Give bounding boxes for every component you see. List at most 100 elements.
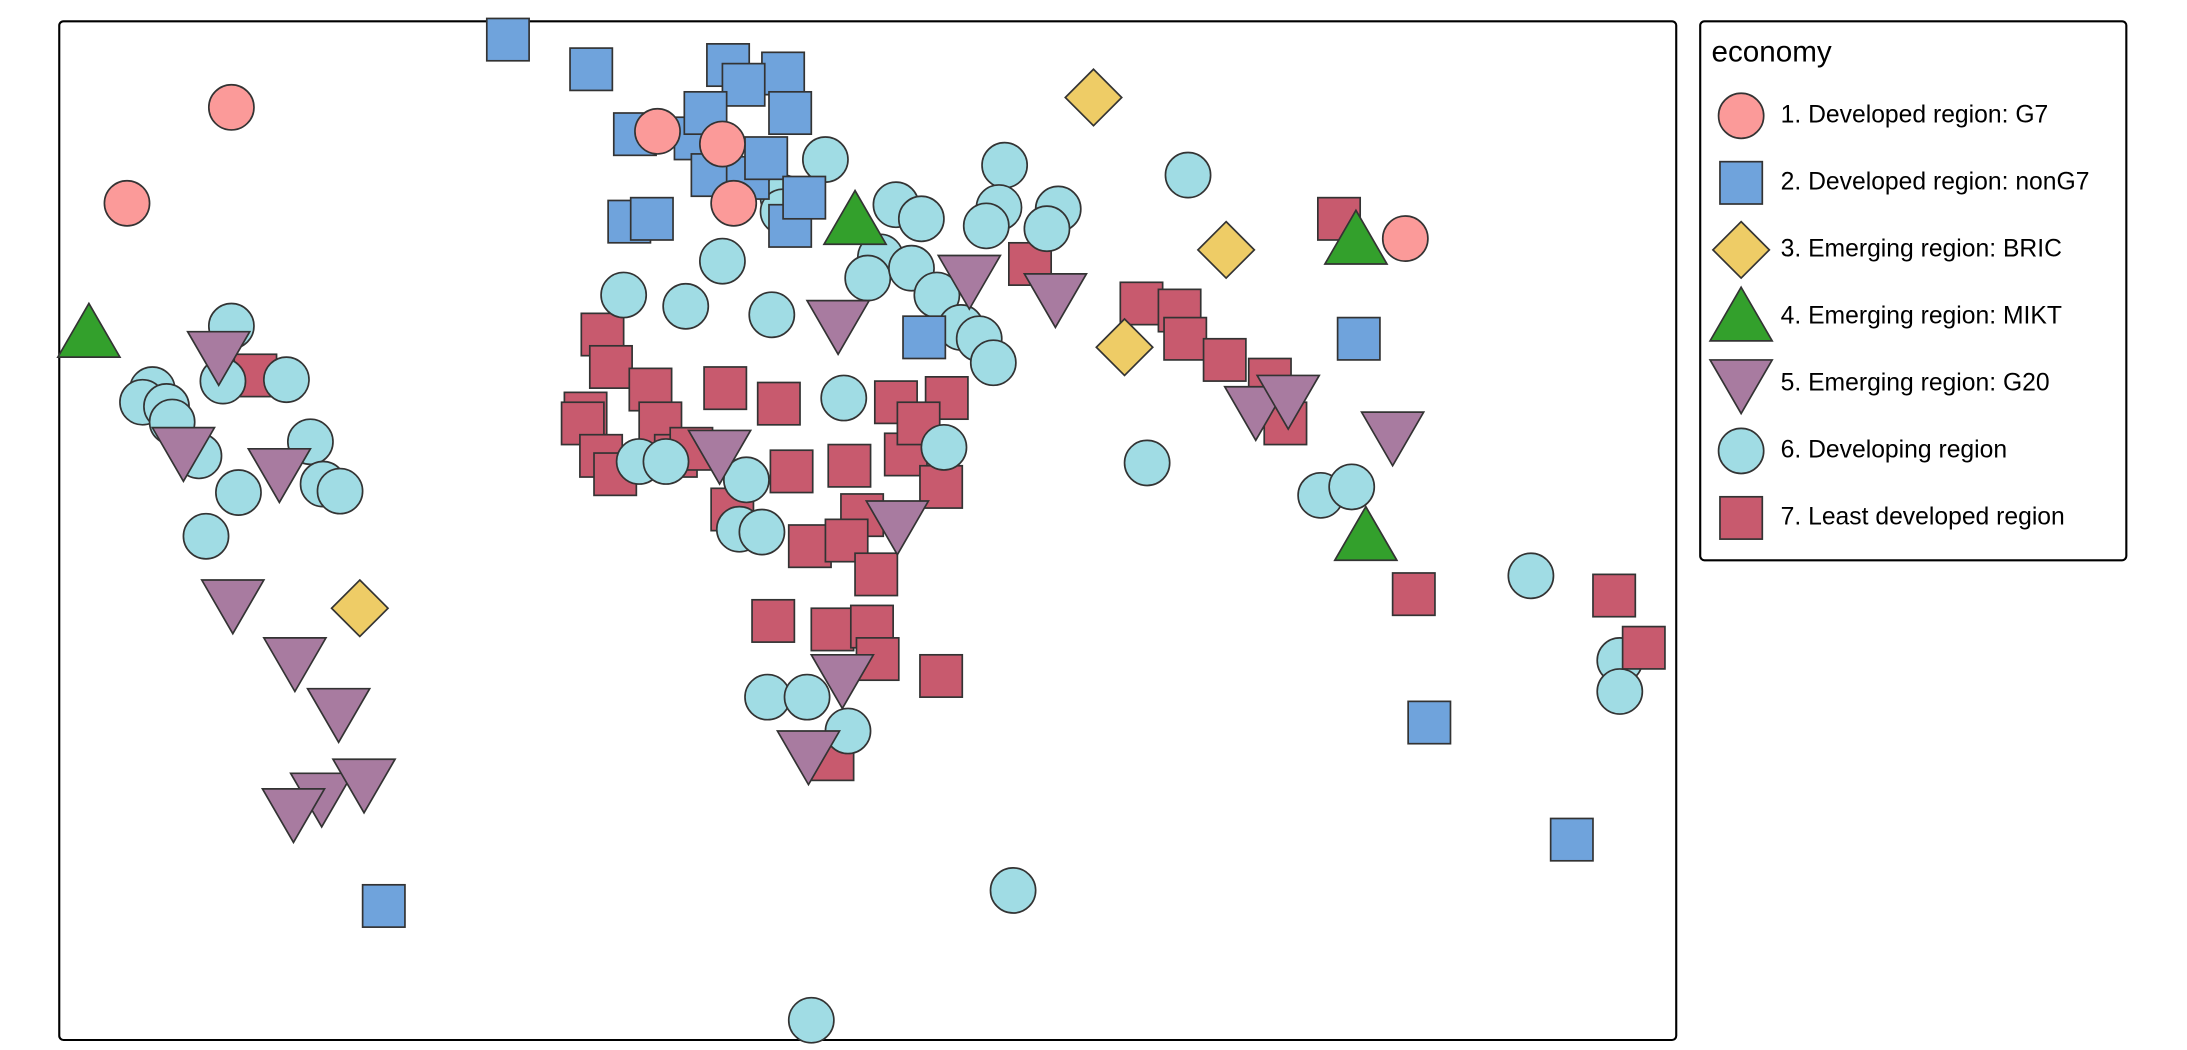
country-symbol: [262, 637, 328, 694]
country-symbol: [775, 730, 841, 787]
country-symbol: [330, 578, 390, 638]
country-symbol: [1202, 337, 1247, 382]
legend-symbol: [1717, 427, 1765, 475]
country-symbol: [989, 867, 1037, 914]
country-symbol: [687, 429, 753, 486]
country-symbol: [361, 883, 406, 928]
country-symbol: [822, 188, 888, 246]
legend-label: 6. Developing region: [1781, 436, 2007, 463]
country-symbol: [485, 17, 530, 62]
country-symbol: [761, 51, 806, 96]
country-symbol: [260, 788, 326, 845]
country-symbol: [919, 653, 964, 698]
country-symbol: [1323, 208, 1389, 265]
country-symbol: [306, 687, 372, 744]
country-symbol: [316, 467, 364, 515]
country-symbol: [981, 141, 1029, 189]
country-symbol: [1333, 504, 1399, 562]
country-symbol: [1507, 552, 1555, 600]
country-symbol: [902, 315, 947, 360]
country-symbol: [768, 90, 813, 136]
country-symbol: [783, 673, 831, 721]
country-symbol: [1407, 700, 1452, 745]
country-symbol: [864, 500, 930, 557]
country-symbol: [215, 469, 262, 516]
legend-label: 5. Emerging region: G20: [1781, 369, 2050, 396]
country-symbol: [1328, 463, 1376, 511]
country-symbol: [1196, 220, 1256, 280]
country-symbol: [1023, 205, 1071, 253]
legend-symbol: [1711, 220, 1771, 280]
country-symbol: [710, 179, 758, 227]
country-symbol: [103, 179, 151, 227]
country-symbol: [768, 203, 813, 248]
country-symbol: [56, 301, 122, 358]
country-symbol: [769, 449, 814, 494]
country-symbol: [629, 196, 674, 241]
legend-label: 7. Least developed region: [1781, 503, 2065, 530]
country-symbol: [246, 447, 312, 505]
country-symbol: [936, 254, 1002, 311]
country-symbol: [744, 136, 789, 181]
country-symbol: [1592, 573, 1637, 618]
country-symbol: [738, 508, 786, 556]
country-symbol: [1621, 625, 1666, 670]
country-symbol: [1123, 439, 1171, 487]
country-symbol: [703, 366, 748, 411]
country-symbol: [182, 512, 230, 560]
legend-symbol: [1708, 359, 1774, 416]
country-symbol: [1549, 817, 1594, 862]
legend-title: economy: [1712, 36, 1832, 69]
country-symbol: [1164, 151, 1212, 199]
legend-label: 4. Emerging region: MIKT: [1781, 302, 2062, 329]
country-symbol: [1381, 215, 1429, 262]
legend-symbol: [1717, 92, 1765, 140]
country-symbol: [1360, 411, 1426, 468]
legend-symbol: [1719, 160, 1764, 205]
country-symbol: [969, 339, 1017, 387]
country-symbol: [805, 299, 871, 356]
country-symbol: [1095, 317, 1154, 377]
country-symbol: [787, 996, 835, 1044]
legend-symbol: [1719, 495, 1764, 540]
country-symbol: [854, 552, 899, 597]
country-symbol: [1064, 68, 1123, 127]
country-symbol: [920, 423, 968, 471]
country-symbol: [331, 758, 397, 815]
country-symbol: [801, 136, 849, 183]
country-symbol: [751, 598, 796, 643]
legend-frame: [1699, 20, 2128, 562]
country-symbol: [962, 202, 1010, 250]
country-symbol: [787, 524, 832, 569]
country-symbol: [827, 443, 872, 488]
country-symbol: [569, 47, 614, 92]
country-symbol: [150, 426, 216, 483]
country-symbol: [186, 330, 252, 388]
country-symbol: [844, 254, 892, 302]
country-symbol: [200, 579, 266, 636]
country-symbol: [721, 62, 766, 107]
country-symbol: [588, 344, 633, 389]
country-symbol: [820, 374, 868, 422]
country-symbol: [1391, 572, 1436, 617]
legend-label: 1. Developed region: G7: [1781, 101, 2049, 128]
country-symbol: [634, 107, 681, 155]
symbols-layer: [56, 17, 1666, 1044]
country-symbol: [756, 381, 801, 426]
country-symbol: [642, 438, 690, 485]
country-symbol: [1163, 316, 1208, 361]
country-symbol: [1119, 281, 1164, 326]
country-symbol: [748, 291, 796, 339]
country-symbol: [1336, 316, 1381, 361]
country-symbol: [810, 607, 855, 652]
country-symbol: [1255, 374, 1321, 431]
legend-symbol: [1708, 285, 1774, 342]
country-symbol: [207, 83, 255, 131]
legend: 1. Developed region: G7 2. Developed regi…: [1708, 92, 2090, 540]
country-symbol: [698, 237, 746, 285]
legend-label: 2. Developed region: nonG7: [1781, 168, 2090, 195]
country-symbol: [1596, 668, 1644, 715]
country-symbol: [600, 271, 648, 319]
